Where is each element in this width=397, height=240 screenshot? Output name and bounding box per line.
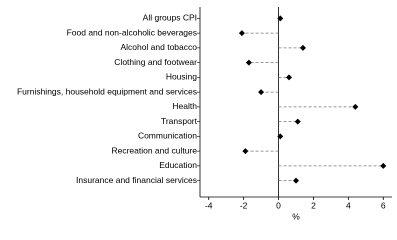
y-tick-label: Health [172,101,197,111]
y-tick-label: Clothing and footwear [114,57,197,67]
y-tick-label: Education [159,160,197,170]
x-tick-label: 2 [311,200,316,210]
dot [245,59,252,66]
y-tick-label: Housing [166,72,197,82]
y-tick-label: Food and non-alcoholic beverages [67,27,197,37]
y-tick-label: All groups CPI [143,13,197,23]
dot [299,44,306,51]
x-tick-label: -4 [205,200,213,210]
dot [277,15,284,22]
dot [242,148,249,155]
y-tick-label: Furnishings, household equipment and ser… [17,86,197,96]
x-tick-label: -2 [240,200,248,210]
y-tick-label: Communication [138,131,197,141]
chart: % -4 -2 0 2 4 6 All groups CPI Food and non-alc… [17,7,392,221]
page: {"chart_data": {"type": "dot", "categori… [16,7,392,222]
y-tick-label: Alcohol and tobacco [120,42,197,52]
dot [238,30,245,37]
y-tick-label: Recreation and culture [111,145,197,155]
y-tick-label: Transport [161,116,198,126]
dot [293,177,299,184]
dot [294,118,301,125]
x-axis-label: % [292,211,300,221]
x-tick-label: 0 [276,200,281,210]
x-tick-label: 4 [346,200,351,210]
y-tick-label: Insurance and financial services [76,175,197,185]
x-tick-label: 6 [381,200,386,210]
dot [380,162,387,169]
dot [258,89,265,96]
dot [352,103,359,110]
dot [277,133,284,140]
dot [286,74,293,81]
